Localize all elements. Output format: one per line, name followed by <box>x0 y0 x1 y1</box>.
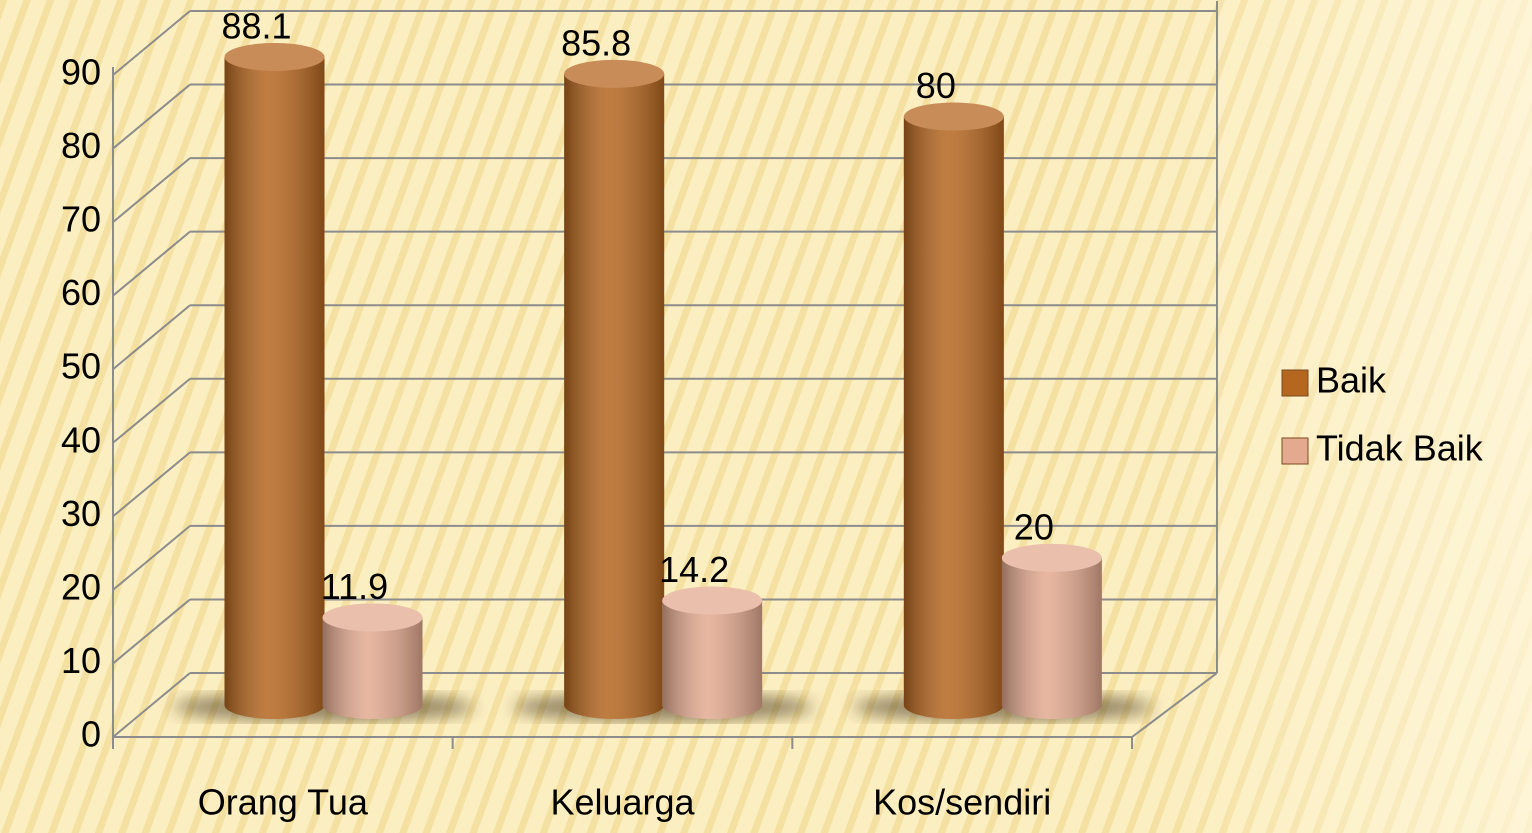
bar-top <box>564 59 665 88</box>
y-tick-label: 90 <box>61 52 101 93</box>
grid-line <box>112 598 191 665</box>
bar-top <box>903 102 1004 131</box>
bar-shading <box>322 617 423 719</box>
grid-line <box>112 525 191 591</box>
grid-line <box>112 83 191 150</box>
y-tick-label: 40 <box>61 419 101 460</box>
bar-top <box>662 586 763 615</box>
bar-top <box>224 42 325 71</box>
legend-label: Baik <box>1316 360 1387 401</box>
y-tick-label: 20 <box>61 566 101 607</box>
bar-top-highlight <box>564 59 665 88</box>
data-label: 88.1 <box>221 5 291 46</box>
bar-shading <box>662 600 763 719</box>
bar-top <box>322 603 423 632</box>
legend-swatch <box>1281 437 1309 465</box>
y-tick-label: 10 <box>61 640 101 681</box>
x-tick-label: Keluarga <box>550 782 695 823</box>
bar-shading <box>1001 557 1102 719</box>
bar-top-highlight <box>322 603 423 632</box>
legend-label: Tidak Baik <box>1316 428 1484 469</box>
legend-swatch <box>1281 369 1309 397</box>
data-label: 80 <box>916 65 956 106</box>
bar-shading <box>224 56 325 719</box>
bar-top-highlight <box>224 42 325 71</box>
y-tick-label: 0 <box>81 714 101 755</box>
data-label: 20 <box>1014 506 1054 547</box>
grid-line <box>112 10 191 76</box>
grid-line <box>112 672 191 738</box>
y-tick-label: 70 <box>61 199 101 240</box>
x-tick-label: Kos/sendiri <box>873 782 1051 823</box>
bar-top-highlight <box>1001 543 1102 572</box>
y-tick-label: 60 <box>61 272 101 313</box>
y-tick-label: 30 <box>61 493 101 534</box>
grid-line <box>112 230 191 297</box>
bar-shading <box>903 116 1004 720</box>
data-label: 85.8 <box>561 22 631 63</box>
bar-shading <box>564 73 665 720</box>
grid-line <box>112 157 191 223</box>
data-label: 11.9 <box>321 566 388 607</box>
floor-edge <box>1131 672 1218 738</box>
grid-line <box>112 451 191 518</box>
y-tick-label: 80 <box>61 125 101 166</box>
x-tick-label: Orang Tua <box>198 782 369 823</box>
bar-top-highlight <box>662 586 763 615</box>
grid-line <box>112 304 191 370</box>
bar-top-highlight <box>903 102 1004 131</box>
grid-line <box>112 378 191 444</box>
bar-top <box>1001 543 1102 572</box>
y-tick-label: 50 <box>61 346 101 387</box>
data-label: 14.2 <box>659 549 729 590</box>
